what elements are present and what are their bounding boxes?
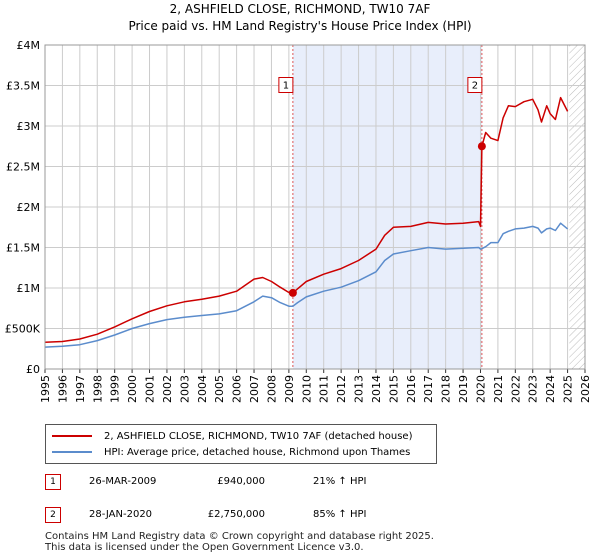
x-tick-label: 2014 [370, 375, 383, 403]
x-tick-label: 2021 [492, 375, 505, 403]
legend-item-hpi: HPI: Average price, detached house, Rich… [52, 445, 410, 459]
y-tick-label: £4M [17, 39, 41, 52]
legend-swatch-property [52, 435, 92, 437]
footer-line-1: Contains HM Land Registry data © Crown c… [45, 531, 434, 542]
x-tick-label: 2003 [178, 375, 191, 403]
sale-price: £2,750,000 [207, 509, 265, 520]
sale-date: 26-MAR-2009 [89, 476, 157, 487]
x-tick-label: 2010 [300, 375, 313, 403]
x-tick-label: 2001 [144, 375, 157, 403]
legend-label-property: 2, ASHFIELD CLOSE, RICHMOND, TW10 7AF (d… [104, 430, 413, 442]
sale-number-box [278, 77, 294, 93]
x-tick-label: 2018 [440, 375, 453, 403]
x-tick-label: 2015 [387, 375, 400, 403]
y-tick-label: £1.5M [6, 242, 40, 255]
legend-swatch-hpi [52, 451, 92, 453]
x-tick-label: 2022 [509, 375, 522, 403]
chart-subtitle: Price paid vs. HM Land Registry's House … [128, 19, 471, 33]
y-tick-label: £2.5M [6, 161, 40, 174]
sale-number-label: 1 [283, 81, 289, 92]
sale-number-badge: 1 [45, 474, 61, 490]
sale-point [477, 142, 486, 151]
x-tick-label: 2011 [318, 375, 331, 403]
price-chart: 2, ASHFIELD CLOSE, RICHMOND, TW10 7AF Pr… [5, 2, 592, 403]
series-line-hpi [44, 222, 569, 348]
sale-date: 28-JAN-2020 [89, 509, 153, 520]
x-tick-label: 2020 [474, 375, 487, 403]
x-tick-label: 2009 [283, 375, 296, 403]
x-tick-label: 2016 [405, 375, 418, 403]
x-tick-label: 2012 [335, 375, 348, 403]
x-tick-label: 2002 [161, 375, 174, 403]
y-tick-label: £2M [17, 201, 41, 214]
x-tick-label: 1998 [91, 375, 104, 403]
x-tick-label: 2007 [248, 375, 261, 403]
legend: 2, ASHFIELD CLOSE, RICHMOND, TW10 7AF (d… [45, 424, 437, 464]
x-tick-label: 2005 [213, 375, 226, 403]
x-tick-label: 1996 [56, 375, 69, 403]
footer-attribution: Contains HM Land Registry data © Crown c… [45, 531, 434, 553]
series-line-property [44, 96, 569, 344]
legend-label-hpi: HPI: Average price, detached house, Rich… [104, 446, 411, 458]
x-tick-label: 2025 [562, 375, 575, 403]
x-tick-label: 2000 [126, 375, 139, 403]
y-tick-label: £1M [17, 282, 41, 295]
y-tick-label: £3.5M [6, 80, 40, 93]
sale-number-box [467, 77, 483, 93]
table-row: 1 26-MAR-2009 £940,000 21% ↑ HPI [45, 474, 585, 492]
y-tick-label: £0 [26, 363, 40, 376]
x-tick-label: 2026 [579, 375, 592, 403]
sale-number-label: 2 [472, 81, 478, 92]
table-row: 2 28-JAN-2020 £2,750,000 85% ↑ HPI [45, 507, 585, 525]
x-tick-label: 2017 [422, 375, 435, 403]
x-tick-label: 2004 [196, 375, 209, 403]
chart-title: 2, ASHFIELD CLOSE, RICHMOND, TW10 7AF [170, 2, 431, 16]
x-tick-label: 2006 [231, 375, 244, 403]
footer-line-2: This data is licensed under the Open Gov… [45, 542, 364, 553]
x-tick-label: 1997 [74, 375, 87, 403]
sale-point [288, 288, 297, 297]
x-tick-label: 2019 [457, 375, 470, 403]
sale-price: £940,000 [217, 476, 265, 487]
y-tick-label: £3M [17, 120, 41, 133]
x-tick-label: 2024 [544, 375, 557, 403]
x-tick-label: 2023 [527, 375, 540, 403]
sale-number-badge: 2 [45, 507, 61, 523]
x-tick-label: 1999 [109, 375, 122, 403]
y-tick-label: £500K [5, 323, 41, 336]
sale-hpi-change: 21% ↑ HPI [313, 476, 367, 487]
x-tick-label: 1995 [39, 375, 52, 403]
legend-item-property: 2, ASHFIELD CLOSE, RICHMOND, TW10 7AF (d… [52, 429, 412, 443]
x-tick-label: 2013 [353, 375, 366, 403]
x-tick-label: 2008 [265, 375, 278, 403]
sale-hpi-change: 85% ↑ HPI [313, 509, 367, 520]
plot-frame [44, 44, 586, 370]
